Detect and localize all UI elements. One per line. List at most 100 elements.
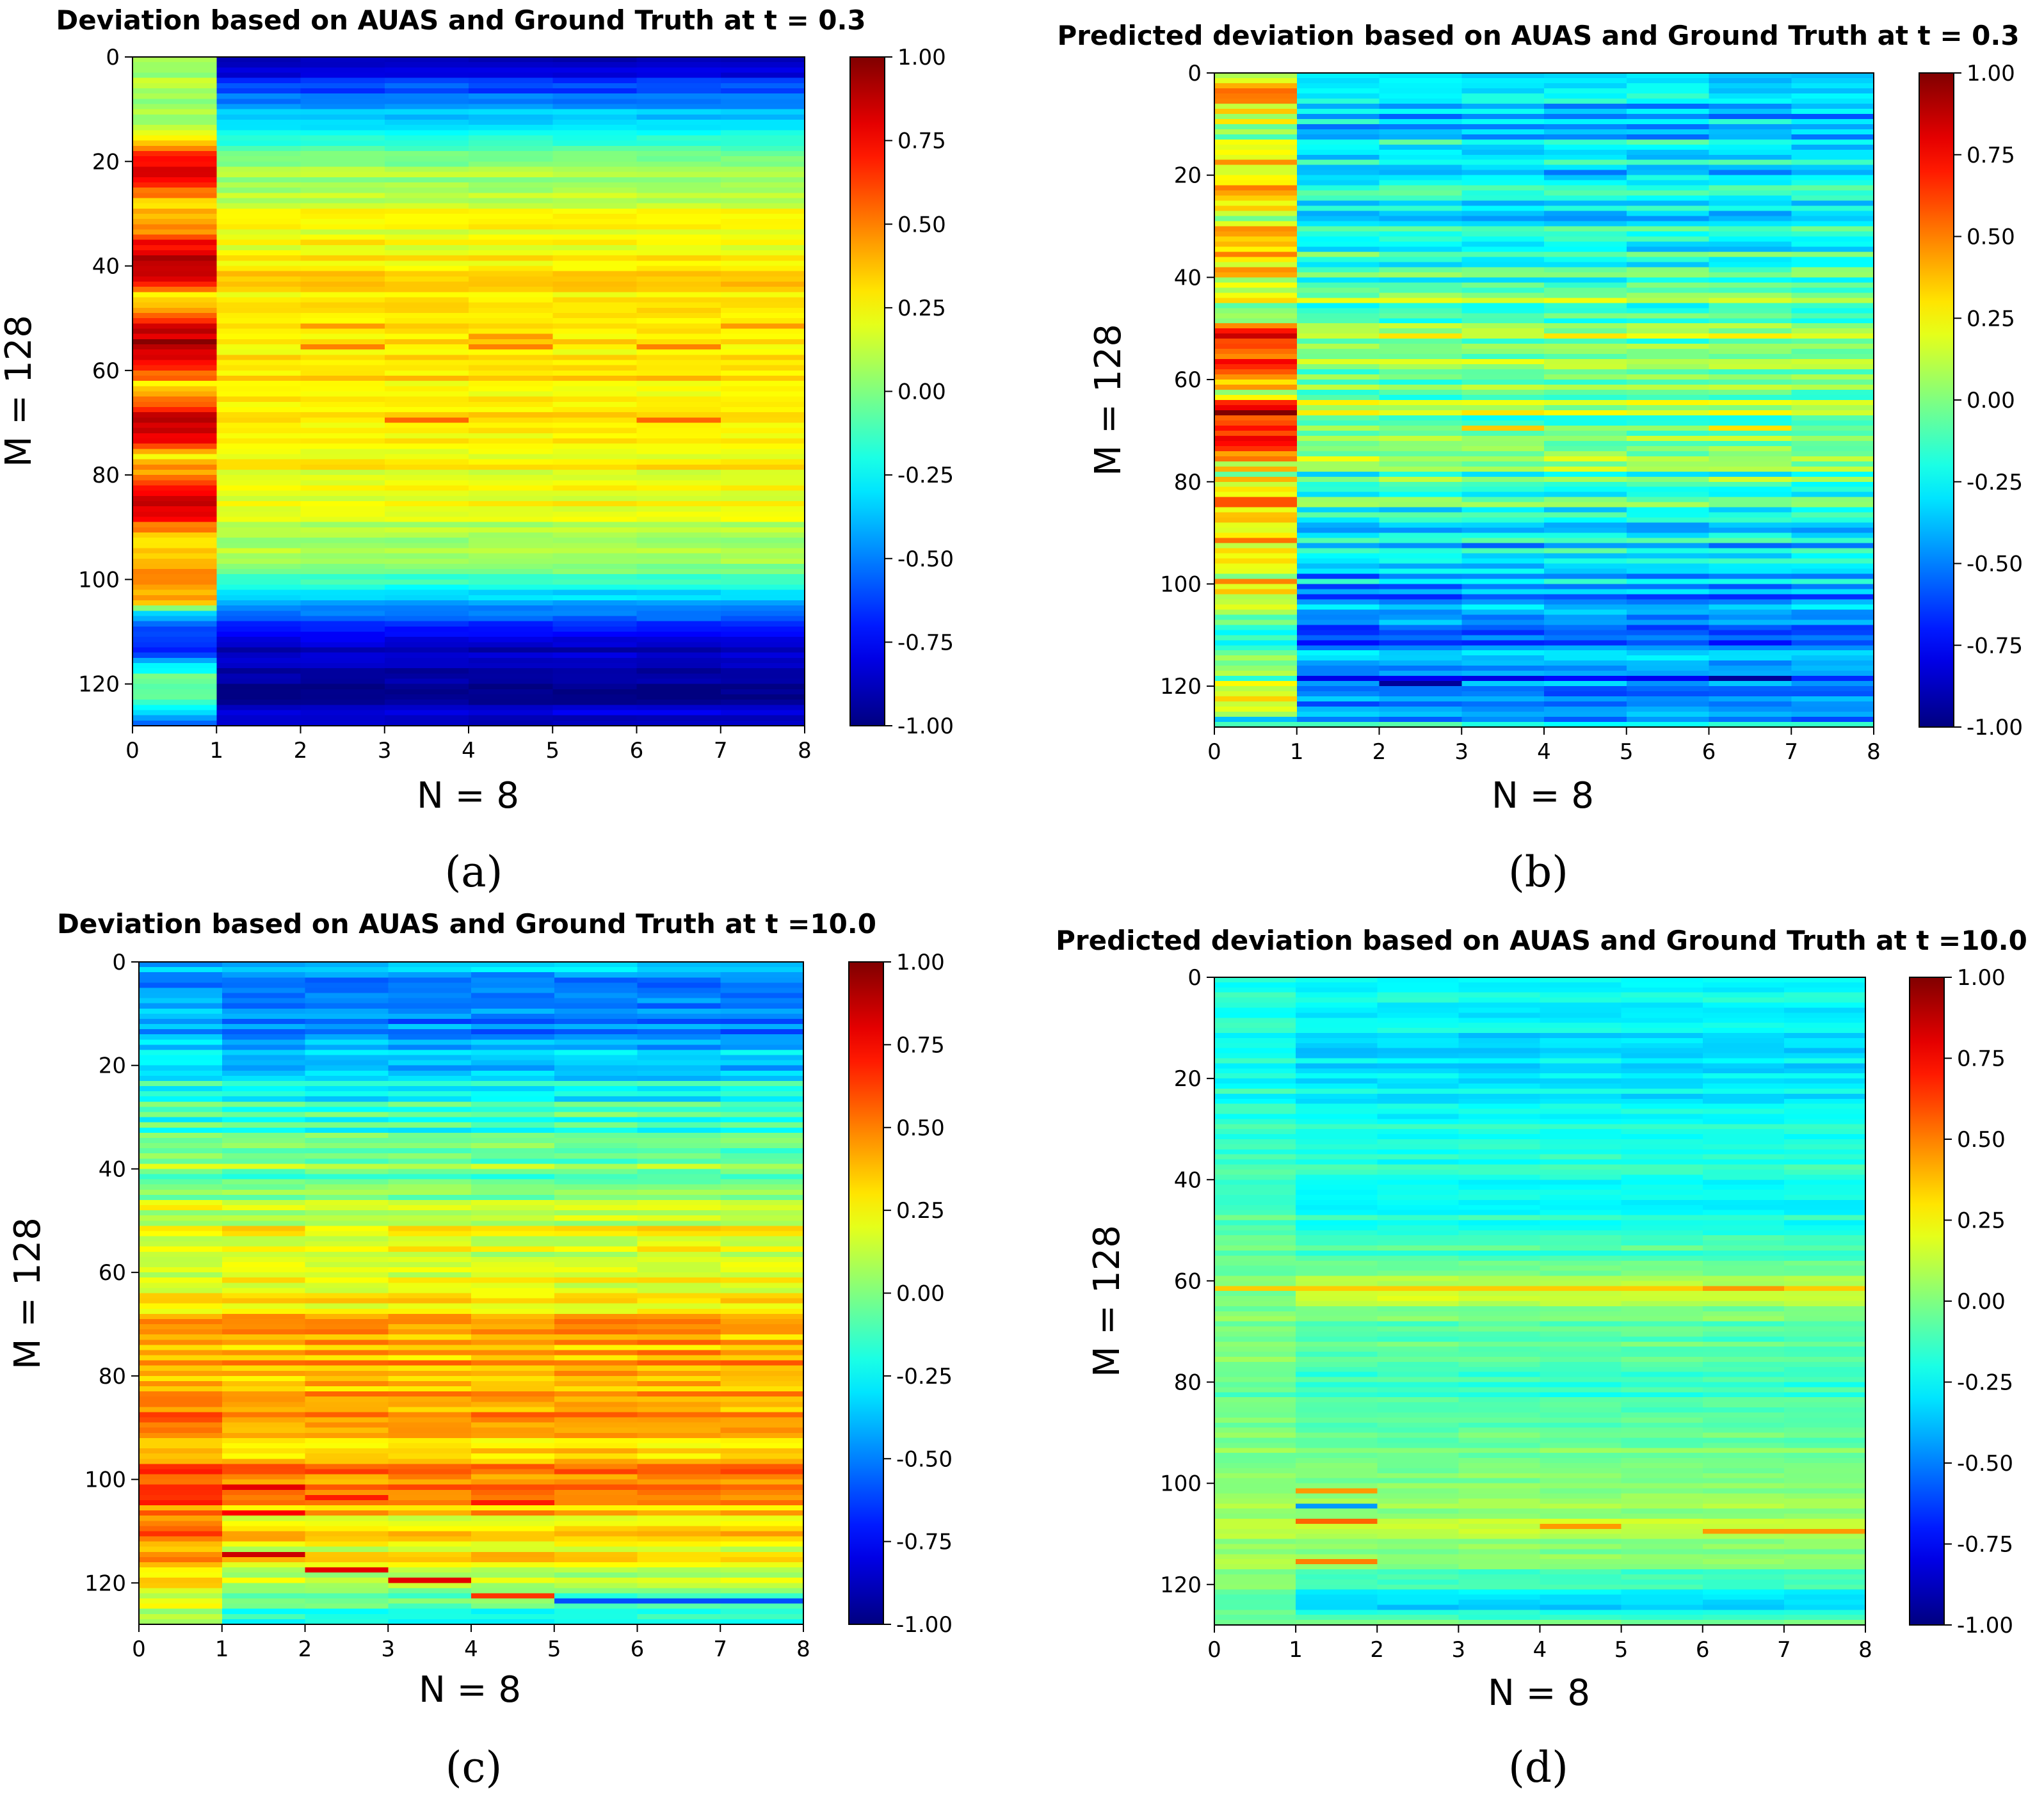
heatmap-cell	[1379, 717, 1462, 723]
heatmap-cell	[636, 684, 721, 690]
heatmap-cell	[1379, 333, 1462, 339]
heatmap-cell	[471, 1086, 555, 1092]
heatmap-cell	[552, 406, 638, 413]
heatmap-cell	[1540, 1604, 1622, 1610]
heatmap-cell	[1702, 1068, 1785, 1074]
heatmap-cell	[1783, 1549, 1866, 1555]
heatmap-cell	[637, 1324, 721, 1330]
heatmap-cell	[720, 1474, 804, 1480]
heatmap-cell	[1296, 1559, 1378, 1565]
heatmap-cell	[637, 1510, 721, 1516]
heatmap-cell	[216, 349, 302, 355]
colorbar-tick-label: 0.25	[896, 1198, 945, 1224]
heatmap-cell	[1214, 390, 1298, 396]
heatmap-cell	[300, 260, 385, 267]
heatmap-cell	[133, 188, 217, 193]
heatmap-cell	[1621, 1311, 1703, 1317]
heatmap-cell	[1544, 584, 1627, 590]
heatmap-cell	[471, 1184, 555, 1190]
heatmap-cell	[1461, 609, 1545, 615]
heatmap-cell	[388, 1153, 472, 1159]
heatmap-cell	[133, 553, 217, 559]
heatmap-cell	[384, 219, 469, 225]
heatmap-cell	[1621, 1098, 1703, 1105]
heatmap-cell	[1783, 1544, 1866, 1550]
heatmap-cell	[1214, 1437, 1296, 1443]
heatmap-cell	[552, 62, 638, 68]
heatmap-cell	[1458, 1103, 1541, 1110]
heatmap-cell	[216, 678, 302, 685]
heatmap-cell	[1458, 1270, 1541, 1277]
heatmap-cell	[1791, 594, 1874, 600]
heatmap-cell	[471, 1318, 555, 1325]
heatmap-cell	[637, 1578, 721, 1583]
heatmap-cell	[1214, 1164, 1296, 1171]
heatmap-cell	[1544, 98, 1627, 104]
heatmap-cell	[1540, 1286, 1622, 1292]
heatmap-cell	[139, 1427, 223, 1434]
heatmap-cell	[469, 224, 553, 230]
heatmap-cell	[1377, 1610, 1459, 1615]
heatmap-cell	[1379, 620, 1462, 625]
heatmap-cell	[139, 1526, 223, 1532]
heatmap-cell	[1626, 645, 1710, 651]
heatmap-cell	[1544, 118, 1627, 125]
heatmap-cell	[1709, 241, 1792, 248]
heatmap-cell	[139, 1536, 223, 1542]
heatmap-cell	[300, 584, 385, 591]
heatmap-cell	[636, 673, 721, 680]
heatmap-cell	[720, 1562, 804, 1568]
heatmap-cell	[1544, 323, 1627, 329]
heatmap-cell	[384, 344, 469, 350]
heatmap-cell	[1626, 522, 1710, 529]
heatmap-cell	[1621, 1174, 1703, 1180]
colorbar-tick-label: -1.00	[1967, 715, 2023, 740]
heatmap-cell	[554, 1370, 638, 1377]
heatmap-cell	[388, 1148, 472, 1154]
heatmap-cell	[384, 67, 469, 74]
heatmap-cell	[1709, 175, 1792, 181]
heatmap-cell	[720, 988, 804, 994]
heatmap-cell	[636, 538, 721, 543]
heatmap-cell	[139, 1360, 223, 1366]
heatmap-cell	[1709, 717, 1792, 723]
heatmap-cell	[552, 401, 638, 408]
heatmap-cell	[1458, 1392, 1541, 1398]
heatmap-cell	[720, 307, 805, 314]
heatmap-cell	[1783, 1579, 1866, 1585]
heatmap-cell	[1296, 1154, 1378, 1160]
heatmap-cell	[1702, 1185, 1785, 1190]
heatmap-cell	[1791, 717, 1874, 723]
heatmap-cell	[139, 1484, 223, 1491]
heatmap-cell	[720, 1184, 804, 1190]
heatmap-cell	[1709, 594, 1792, 600]
heatmap-cell	[1621, 1084, 1703, 1089]
heatmap-cell	[1540, 1235, 1622, 1241]
heatmap-cell	[1461, 380, 1545, 385]
heatmap-cell	[720, 1329, 804, 1335]
heatmap-cell	[139, 993, 223, 999]
heatmap-cell	[637, 1277, 721, 1283]
heatmap-cell	[221, 1437, 306, 1444]
heatmap-cell	[216, 239, 302, 246]
heatmap-cell	[554, 1044, 638, 1051]
heatmap-cell	[1458, 1498, 1541, 1504]
heatmap-cell	[1791, 108, 1874, 115]
heatmap-cell	[1626, 696, 1710, 702]
heatmap-cell	[471, 1024, 555, 1030]
heatmap-cell	[469, 406, 553, 413]
heatmap-cell	[1214, 512, 1298, 518]
heatmap-cell	[1214, 404, 1298, 411]
heatmap-cell	[1214, 1078, 1296, 1084]
heatmap-cell	[720, 522, 805, 528]
heatmap-cell	[305, 1402, 389, 1407]
heatmap-cell	[300, 381, 385, 387]
heatmap-cell	[720, 188, 805, 193]
heatmap-cell	[300, 255, 385, 261]
heatmap-cell	[1214, 1417, 1296, 1423]
heatmap-cell	[471, 1598, 555, 1604]
heatmap-cell	[469, 150, 553, 157]
y-tick-label: 120	[78, 672, 120, 698]
heatmap-cell	[1783, 1528, 1866, 1535]
